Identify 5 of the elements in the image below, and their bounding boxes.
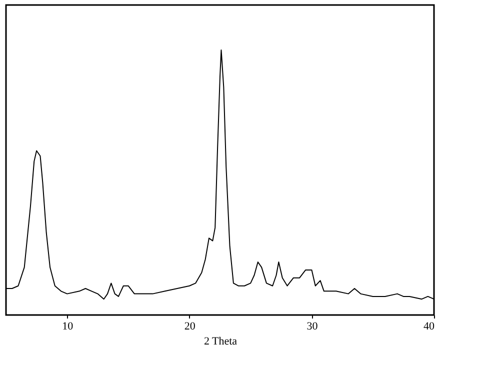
x-tick-label: 10 <box>62 320 74 332</box>
x-axis-title: 2 Theta <box>204 336 238 348</box>
x-tick-label: 40 <box>424 320 435 332</box>
x-tick-label: 30 <box>306 320 318 332</box>
x-tick-label: 20 <box>184 320 196 332</box>
